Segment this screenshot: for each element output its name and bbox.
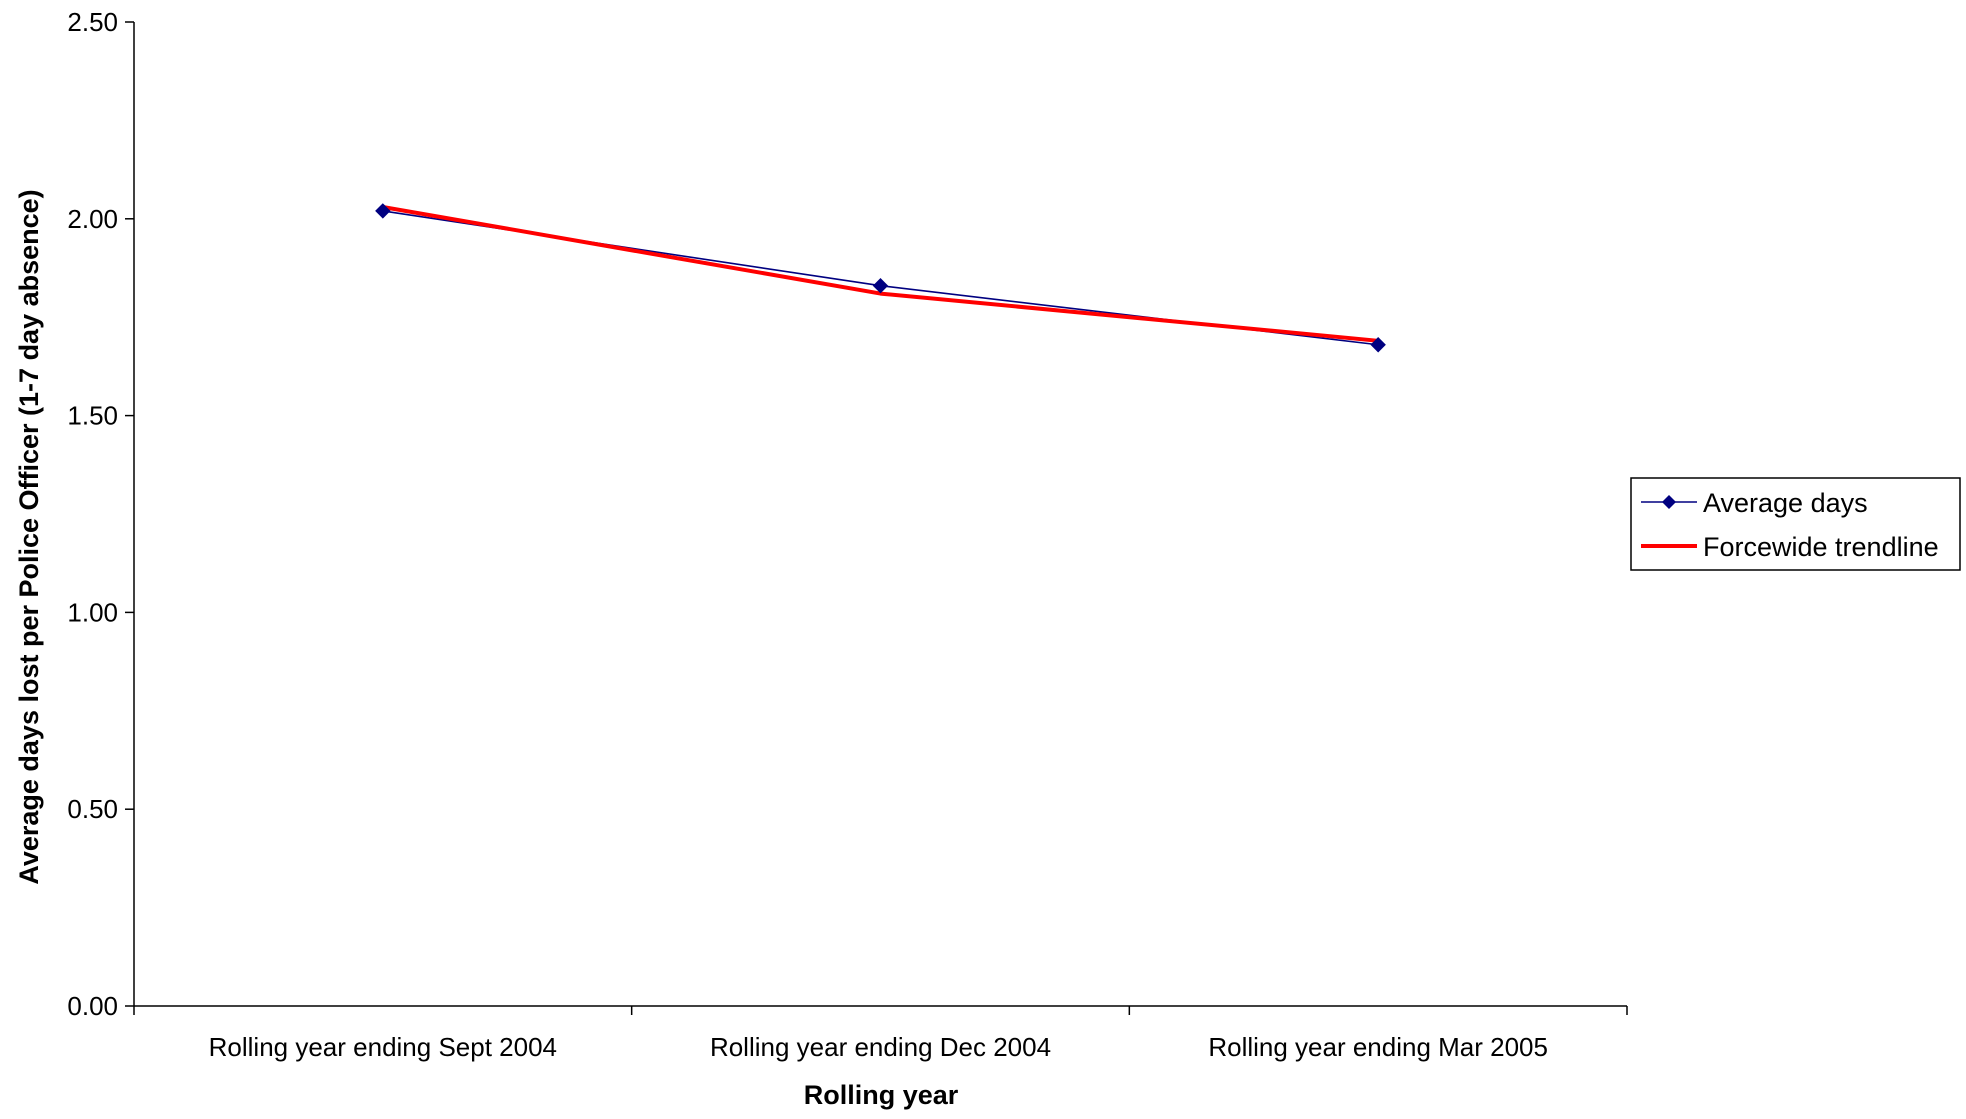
x-tick-label: Rolling year ending Sept 2004 <box>209 1032 557 1062</box>
data-point-marker <box>1370 337 1386 353</box>
axes: 0.00 0.50 1.00 1.50 2.00 2.50 Rolling year end… <box>67 7 1628 1062</box>
y-axis-title: Average days lost per Police Officer (1-… <box>14 189 44 884</box>
legend-box <box>1630 477 1961 571</box>
y-tick-label: 2.00 <box>67 204 118 234</box>
y-tick-label: 1.00 <box>67 597 118 627</box>
x-tick-label: Rolling year ending Mar 2005 <box>1208 1032 1548 1062</box>
y-tick-label: 2.50 <box>67 7 118 37</box>
trendline-series-line <box>380 204 1381 343</box>
y-tick-label: 0.00 <box>67 991 118 1021</box>
data-point-marker <box>872 278 889 294</box>
series-layer <box>375 203 1386 353</box>
y-tick-label: 0.50 <box>67 794 118 824</box>
legend: Average days Forcewide trendline <box>1630 477 1961 571</box>
legend-label: Average days <box>1703 488 1868 518</box>
legend-diamond-marker <box>1662 495 1676 509</box>
data-point-marker <box>375 203 391 219</box>
x-tick-label: Rolling year ending Dec 2004 <box>710 1032 1051 1062</box>
x-axis-title: Rolling year <box>804 1080 959 1110</box>
y-tick-label: 1.50 <box>67 401 118 431</box>
legend-label: Forcewide trendline <box>1703 532 1939 562</box>
